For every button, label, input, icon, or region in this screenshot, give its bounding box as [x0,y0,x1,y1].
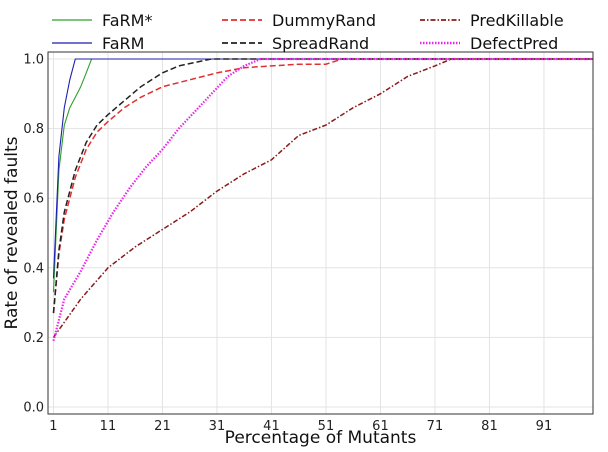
series-line-dummyrand [52,58,593,314]
series-line-predkillable [52,58,593,338]
grid [48,52,593,414]
y-axis-ticks: 0.0 0.2 0.4 0.6 0.8 1.0 [23,52,44,415]
y-tick-label: 0.8 [23,122,44,137]
y-tick-label: 0.0 [23,401,44,416]
series-line-farm [52,58,593,293]
legend-label: DefectPred [470,34,558,53]
y-tick-label: 1.0 [23,52,44,67]
x-tick-label: 91 [536,419,553,434]
x-tick-label: 41 [263,419,280,434]
y-axis-label: Rate of revealed faults [2,136,22,329]
y-tick-label: 0.2 [23,331,44,346]
x-tick-label: 71 [427,419,444,434]
series-line-defectpred [52,57,593,342]
series-line-spreadrand [52,58,593,314]
legend-label: DummyRand [272,11,376,30]
x-axis-ticks: 1 11 21 31 41 51 61 71 81 91 [49,419,552,434]
x-tick-label: 21 [154,419,171,434]
series-lines [52,57,593,342]
x-tick-label: 11 [100,419,117,434]
x-axis-label: Percentage of Mutants [225,428,417,448]
legend-label: FaRM [102,34,144,53]
legend-label: SpreadRand [272,34,369,53]
x-tick-label: 31 [209,419,226,434]
x-tick-label: 51 [318,419,335,434]
legend-label: FaRM* [102,11,152,30]
legend: FaRM* FaRM DummyRand SpreadRand PredKillable… [52,11,564,53]
x-tick-label: 1 [49,419,57,434]
plot-frame [47,51,594,415]
series-line-farm [52,58,593,279]
y-tick-label: 0.6 [23,192,44,207]
x-tick-label: 61 [372,419,389,434]
x-tick-label: 81 [481,419,498,434]
legend-label: PredKillable [470,11,564,30]
y-tick-label: 0.4 [23,261,44,276]
